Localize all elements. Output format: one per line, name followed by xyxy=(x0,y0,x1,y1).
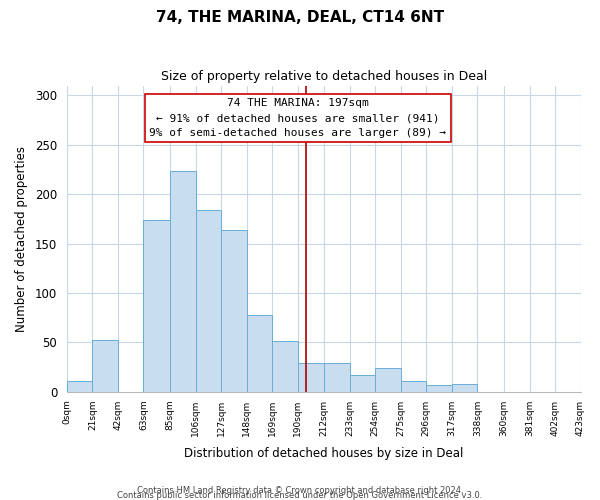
Bar xyxy=(350,375,376,392)
Bar xyxy=(427,385,452,392)
Text: Contains HM Land Registry data © Crown copyright and database right 2024.: Contains HM Land Registry data © Crown c… xyxy=(137,486,463,495)
Bar xyxy=(221,230,247,392)
Bar xyxy=(272,342,298,392)
Bar xyxy=(452,384,477,392)
Bar xyxy=(92,340,118,392)
Bar xyxy=(376,368,401,392)
X-axis label: Distribution of detached houses by size in Deal: Distribution of detached houses by size … xyxy=(184,447,463,460)
Bar xyxy=(325,363,350,392)
Text: 74, THE MARINA, DEAL, CT14 6NT: 74, THE MARINA, DEAL, CT14 6NT xyxy=(156,10,444,25)
Bar xyxy=(401,381,427,392)
Bar xyxy=(170,170,196,392)
Bar xyxy=(298,363,325,392)
Text: Contains public sector information licensed under the Open Government Licence v3: Contains public sector information licen… xyxy=(118,490,482,500)
Bar xyxy=(196,210,221,392)
Title: Size of property relative to detached houses in Deal: Size of property relative to detached ho… xyxy=(161,70,487,83)
Bar xyxy=(143,220,170,392)
Bar xyxy=(67,381,92,392)
Bar xyxy=(247,315,272,392)
Text: 74 THE MARINA: 197sqm
← 91% of detached houses are smaller (941)
9% of semi-deta: 74 THE MARINA: 197sqm ← 91% of detached … xyxy=(149,98,446,138)
Y-axis label: Number of detached properties: Number of detached properties xyxy=(15,146,28,332)
